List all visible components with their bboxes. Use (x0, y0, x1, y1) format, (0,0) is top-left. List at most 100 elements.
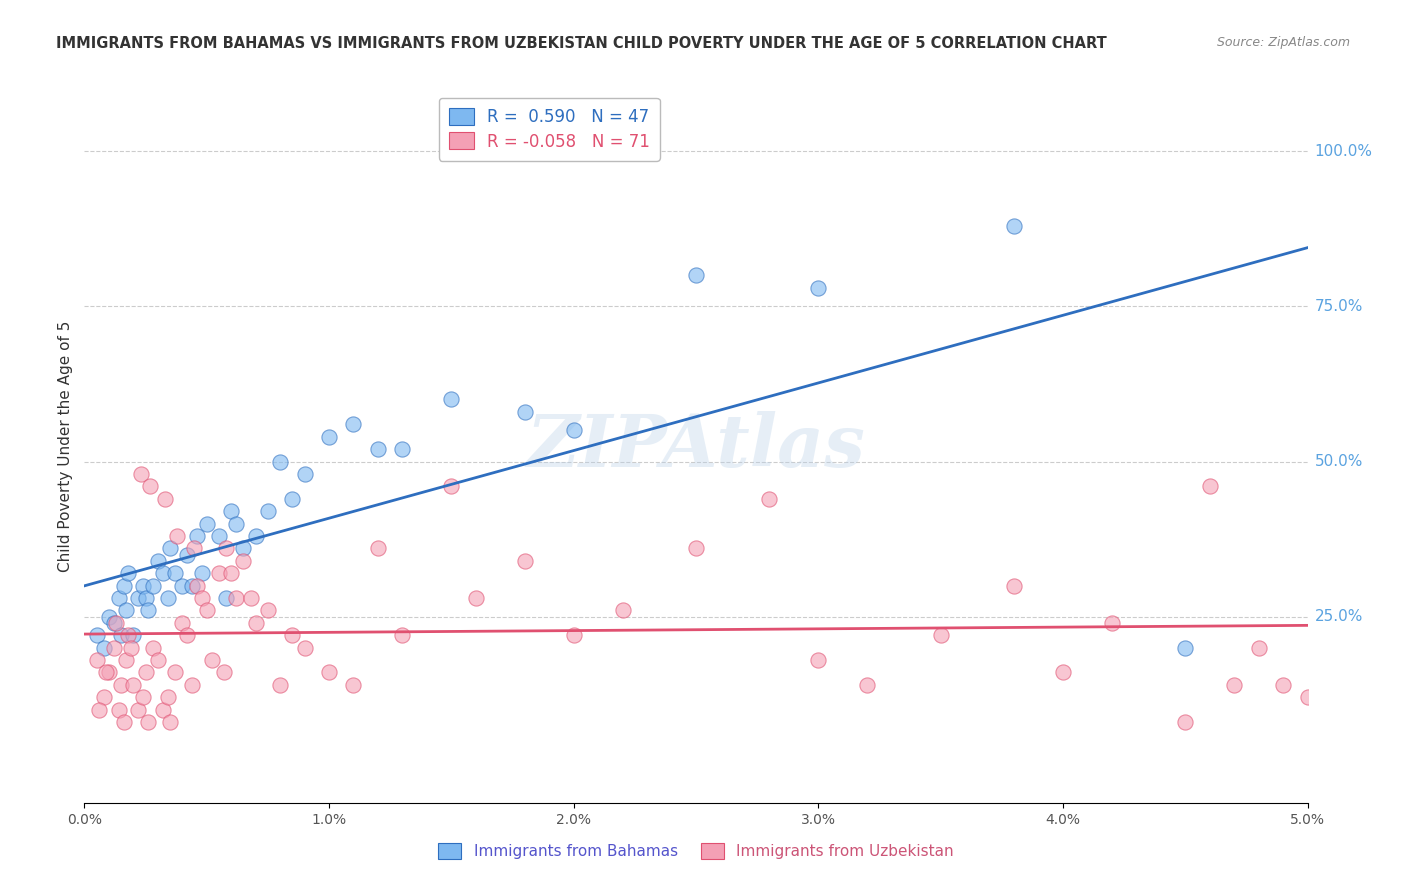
Point (294, 640, 316, 655)
Point (93, 640, 115, 655)
Point (107, 591, 129, 605)
Point (1272, 678, 1295, 692)
Point (1223, 678, 1246, 692)
Point (562, 628, 585, 642)
Point (294, 467, 316, 481)
Text: 50.0%: 50.0% (1315, 454, 1362, 469)
Text: ZIPAtlas: ZIPAtlas (527, 410, 865, 482)
Point (135, 591, 157, 605)
Legend: R =  0.590   N = 47, R = -0.058   N = 71: R = 0.590 N = 47, R = -0.058 N = 71 (439, 97, 659, 161)
Point (612, 603, 634, 617)
Point (195, 516, 218, 531)
Point (257, 504, 280, 518)
Point (513, 554, 536, 568)
Point (239, 591, 262, 605)
Point (186, 579, 208, 593)
Point (96, 665, 118, 680)
Point (195, 603, 218, 617)
Point (129, 467, 152, 481)
Point (513, 405, 536, 419)
Point (117, 628, 139, 642)
Point (163, 566, 186, 581)
Point (391, 628, 413, 642)
Point (685, 268, 707, 283)
Point (281, 491, 304, 506)
Point (110, 628, 132, 642)
Text: IMMIGRANTS FROM BAHAMAS VS IMMIGRANTS FROM UZBEKISTAN CHILD POVERTY UNDER THE AG: IMMIGRANTS FROM BAHAMAS VS IMMIGRANTS FR… (56, 36, 1107, 51)
Point (156, 690, 179, 705)
Point (135, 665, 157, 680)
Point (257, 603, 280, 617)
Point (685, 541, 707, 556)
Point (176, 628, 198, 642)
Point (132, 579, 155, 593)
Point (103, 640, 125, 655)
Point (163, 665, 186, 680)
Point (232, 554, 254, 568)
Point (342, 678, 364, 692)
Point (153, 491, 176, 506)
Point (440, 479, 463, 493)
Point (105, 615, 128, 630)
Point (132, 690, 155, 705)
Point (215, 541, 238, 556)
Point (212, 665, 235, 680)
Point (318, 665, 340, 680)
Point (146, 653, 169, 667)
Point (127, 703, 149, 717)
Point (191, 566, 214, 581)
Point (1101, 615, 1123, 630)
Point (87, 703, 110, 717)
Point (103, 615, 125, 630)
Point (191, 591, 214, 605)
Point (110, 678, 132, 692)
Point (208, 529, 231, 543)
Point (1296, 690, 1319, 705)
Point (146, 554, 169, 568)
Point (122, 678, 145, 692)
Point (367, 541, 389, 556)
Point (318, 430, 340, 444)
Point (200, 653, 222, 667)
Point (225, 516, 247, 531)
Point (136, 715, 159, 730)
Point (219, 504, 242, 518)
Point (97, 609, 120, 624)
Point (562, 424, 585, 438)
Point (186, 529, 208, 543)
Point (107, 703, 129, 717)
Point (342, 417, 364, 432)
Point (1247, 640, 1270, 655)
Point (166, 529, 188, 543)
Text: 100.0%: 100.0% (1315, 144, 1372, 159)
Point (440, 392, 463, 407)
Point (1052, 665, 1074, 680)
Point (112, 715, 135, 730)
Point (807, 653, 830, 667)
Y-axis label: Child Poverty Under the Age of 5: Child Poverty Under the Age of 5 (58, 320, 73, 572)
Point (136, 603, 159, 617)
Point (142, 640, 165, 655)
Point (181, 678, 204, 692)
Point (152, 566, 174, 581)
Point (269, 454, 291, 468)
Text: 75.0%: 75.0% (1315, 299, 1362, 314)
Point (464, 591, 486, 605)
Point (183, 541, 205, 556)
Point (159, 541, 181, 556)
Point (219, 566, 242, 581)
Point (281, 628, 304, 642)
Point (1198, 479, 1220, 493)
Point (245, 529, 267, 543)
Point (1174, 715, 1197, 730)
Point (176, 548, 198, 562)
Point (156, 591, 179, 605)
Point (127, 591, 149, 605)
Point (758, 491, 780, 506)
Point (929, 628, 952, 642)
Point (232, 541, 254, 556)
Point (172, 579, 194, 593)
Point (139, 479, 162, 493)
Point (269, 678, 291, 692)
Point (807, 281, 830, 295)
